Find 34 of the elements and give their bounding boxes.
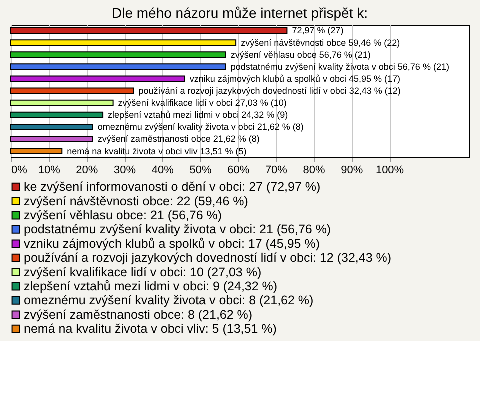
legend-label: zlepšení vztahů mezi lidmi v obci: 9 (24,32 %) — [24, 280, 278, 294]
x-tick-label: 100% — [376, 164, 404, 176]
legend-label: zvýšení návštěvnosti obce: 22 (59,46 %) — [24, 194, 248, 208]
x-tick-label: 0% — [12, 164, 28, 176]
x-tick-label: 90% — [341, 164, 364, 176]
legend-label: ke zvýšení informovanosti o dění v obci: 27 (72,97 %) — [24, 180, 321, 194]
legend-label: zvýšení kvalifikace lidí v obci: 10 (27,03 %) — [24, 265, 262, 280]
data-label: nemá na kvalitu života v obci vliv 13,51 % (5) — [67, 146, 247, 156]
data-label: zvýšení věhlasu obce 56,76 % (21) — [230, 50, 371, 60]
x-tick-label: 80% — [303, 164, 326, 176]
data-label: 72,97 % (27) — [292, 26, 344, 36]
x-tick-label: 70% — [265, 164, 288, 176]
data-label: zvýšení návštěvnosti obce 59,46 % (22) — [241, 38, 400, 48]
x-tick-label: 10% — [38, 164, 61, 176]
legend-label: omeznému zvýšení kvality života v obci: 8 (21,62 %) — [24, 294, 314, 308]
x-tick-label: 50% — [190, 164, 212, 176]
data-label: omeznému zvýšení kvality života v obci 21,62 % (8) — [98, 122, 304, 132]
data-label: zvýšení zaměstnanosti obce 21,62 % (8) — [98, 134, 260, 144]
legend-label: vzniku zájmových klubů a spolků v obci: 17 (45,95 %) — [24, 236, 320, 251]
data-label: používání a rozvoji jazykových dovedností lidí v obci 32,43 % (12) — [138, 86, 401, 96]
data-label: vzniku zájmových klubů a spolků v obci 45,95 % (17) — [190, 74, 401, 84]
chart-title: Dle mého názoru může internet přispět k: — [112, 5, 368, 21]
x-tick-label: 20% — [76, 164, 98, 176]
legend-label: zvýšení věhlasu obce: 21 (56,76 %) — [24, 208, 222, 222]
legend-label: zvýšení zaměstnanosti obce: 8 (21,62 %) — [24, 308, 253, 322]
x-tick-label: 60% — [228, 164, 250, 176]
legend-label: podstatnému zvýšení kvality života v obci: 21 (56,76 %) — [24, 222, 332, 237]
data-label: zvýšení kvalifikace lidí v obci 27,03 % (10) — [118, 98, 287, 108]
data-label: zlepšení vztahů mezi lidmi v obci 24,32 % (9) — [108, 110, 288, 120]
legend-label: nemá na kvalitu života v obci vliv: 5 (13,51 %) — [24, 322, 277, 336]
legend-label: používání a rozvoji jazykových dovedností lidí v obci: 12 (32,43 %) — [24, 251, 392, 266]
data-label: podstatnému zvýšení kvality života v obci 56,76 % (21) — [230, 62, 450, 72]
x-tick-label: 40% — [152, 164, 174, 176]
x-tick-label: 30% — [114, 164, 136, 176]
